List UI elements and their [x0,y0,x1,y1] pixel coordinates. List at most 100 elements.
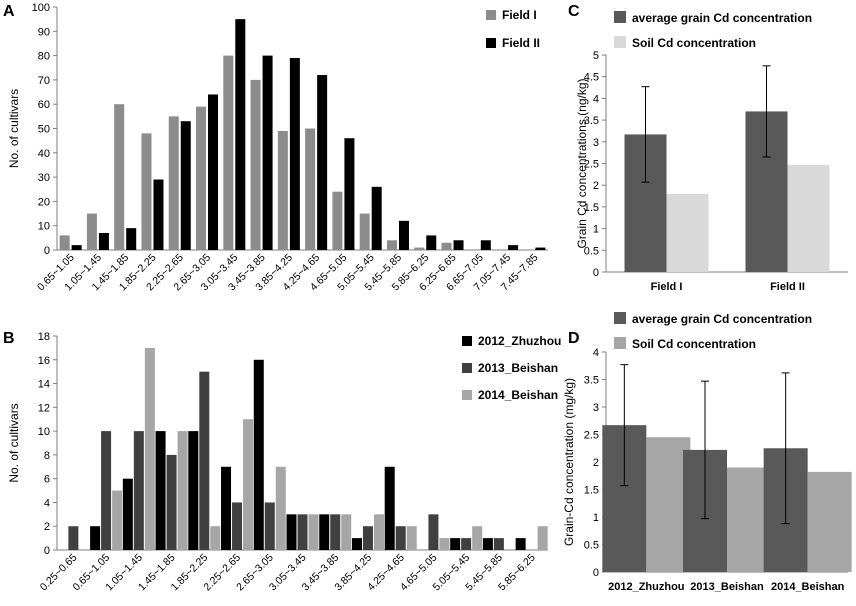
bar-a-0-9 [305,128,316,250]
y-tick-label: 3 [593,402,599,414]
y-tick-label: 4.5 [584,72,599,84]
legend: 2012_Zhuzhou 2013_Beishan 2014_Beishan [462,334,561,402]
panel-letter: A [3,3,15,20]
y-tick-label: 3.5 [584,375,599,387]
bar-a-1-17 [535,247,546,250]
panel-d: D 0 0.5 1 1.5 2 2.5 3 3.5 4 Grain-Cd concentration… [562,312,852,593]
bar-a-1-13 [426,235,437,250]
bar-b-0-7 [286,514,297,550]
bar-a-0-3 [141,133,152,250]
bar-a-0-1 [86,213,97,250]
error-bar [701,380,709,520]
bar-c-1-0 [666,193,709,272]
panel-c: C 0 0.5 1 1.5 2 2.5 3 3.5 4 4.5 5 Grain Cd concentra… [568,3,848,293]
bar-b-0-13 [482,538,493,550]
legend-label: Soil Cd concentration [632,337,756,351]
y-tick-label: 10 [38,426,50,438]
bar-b-2-6 [275,466,286,550]
y-tick-label: 14 [38,379,50,391]
bar-a-1-1 [98,232,109,250]
y-tick-label: 20 [38,196,50,208]
bar-a-0-5 [196,106,207,250]
bar-b-1-9 [362,526,373,550]
bar-b-1-8 [330,514,341,550]
bar-a-0-10 [332,191,343,250]
bar-b-2-2 [144,347,155,550]
bar-b-1-6 [264,502,275,550]
bar-a-1-9 [317,75,328,250]
bar-b-1-11 [428,514,439,550]
bar-b-2-10 [406,526,417,550]
error-bar [781,372,790,525]
bar-b-0-1 [90,526,101,550]
bar-b-1-12 [461,538,472,550]
legend-label: Field II [502,36,540,50]
bar-a-0-7 [250,79,261,251]
y-tick-label: 0 [44,245,50,257]
bar-b-2-8 [341,514,352,550]
bar-a-1-14 [453,240,464,250]
y-axis-label: No. of cultivars [7,403,21,482]
bar-a-0-13 [414,247,425,250]
bar-b-0-5 [221,466,232,550]
y-tick-label: 2.5 [584,430,599,442]
legend-label: 2014_Beishan [478,388,558,402]
y-tick-label: 40 [38,148,50,160]
y-axis-label: No. of cultivars [7,89,21,168]
bar-b-2-7 [308,514,319,550]
bar-a-1-16 [508,245,519,250]
y-tick-label: 10 [38,221,50,233]
y-tick-label: 80 [38,51,50,63]
legend-swatch [462,363,472,373]
bar-b-2-5 [243,419,254,550]
bar-b-2-11 [439,538,450,550]
bar-b-1-0 [68,526,79,550]
bar-a-1-8 [289,58,300,250]
bar-b-1-3 [166,454,177,550]
legend-label: 2013_Beishan [478,361,558,375]
bar-b-0-3 [155,431,166,550]
bar-b-0-6 [253,359,264,550]
y-tick-label: 100 [32,2,50,14]
y-tick-label: 3.5 [584,115,599,127]
bar-a-1-7 [262,55,273,250]
legend-swatch [614,337,626,349]
y-tick-label: 2 [44,521,50,533]
y-tick-label: 4 [593,93,599,105]
x-tick-label: 2012_Zhuzhou [608,581,684,593]
y-tick-label: 2.5 [584,159,599,171]
bar-b-0-8 [319,514,330,550]
y-tick-label: 1.5 [584,202,599,214]
legend: average grain Cd concentration Soil Cd co… [614,11,812,50]
y-tick-label: 0 [593,567,599,579]
legend-swatch [614,36,626,48]
bar-a-1-6 [235,19,246,251]
y-tick-label: 6 [44,474,50,486]
legend-swatch [486,38,496,48]
y-tick-label: 0 [44,545,50,557]
legend-swatch [614,11,626,23]
bar-b-0-9 [351,538,362,550]
bar-a-0-0 [59,235,70,250]
bar-a-0-11 [359,213,370,250]
panel-letter: B [3,330,15,347]
y-tick-label: 50 [38,124,50,136]
y-tick-label: 1 [593,512,599,524]
y-tick-label: 0.5 [584,540,599,552]
y-tick-label: 0.5 [584,245,599,257]
bar-b-2-12 [472,526,483,550]
y-tick-label: 90 [38,26,50,38]
error-bar [620,364,629,487]
bar-b-2-3 [177,431,188,550]
y-tick-label: 2 [593,180,599,192]
y-tick-label: 4 [44,497,50,509]
legend-swatch [614,312,626,324]
y-tick-label: 12 [38,402,50,414]
y-tick-label: 16 [38,355,50,367]
legend-swatch [462,390,472,400]
bar-d-1-2 [807,471,852,572]
x-tick-label: 2014_Beishan [771,581,845,593]
error-bar [762,65,771,158]
